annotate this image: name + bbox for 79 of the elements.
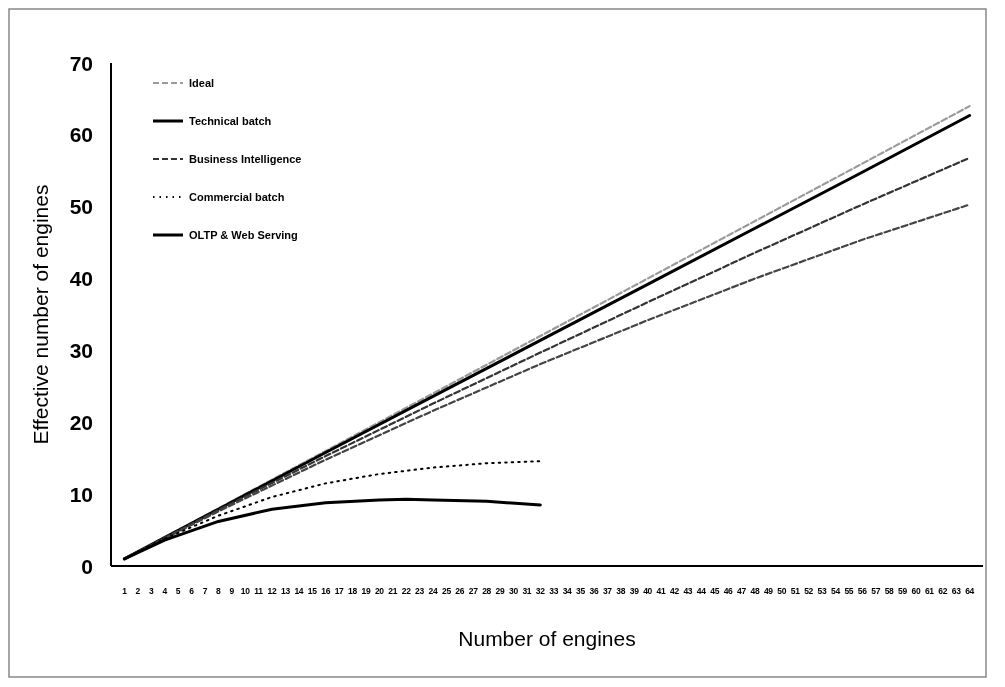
y-tick-label: 0 (81, 554, 93, 578)
x-tick-label: 35 (576, 586, 586, 596)
x-tick-label: 19 (361, 586, 371, 596)
x-tick-label: 8 (216, 586, 222, 596)
x-tick-label: 60 (911, 586, 921, 596)
y-axis-title: Effective number of engines (29, 184, 52, 445)
x-tick-label: 51 (790, 586, 801, 596)
y-tick-label: 10 (69, 482, 93, 506)
x-tick-label: 54 (831, 586, 841, 596)
x-tick-label: 3 (149, 586, 155, 596)
x-tick-label: 13 (280, 586, 291, 596)
x-tick-label: 12 (267, 586, 277, 596)
x-tick-label: 5 (175, 586, 181, 596)
legend-label: Ideal (189, 77, 215, 89)
y-tick-label: 20 (69, 410, 93, 434)
x-tick-label: 57 (871, 586, 881, 596)
x-tick-label: 38 (616, 586, 626, 596)
x-tick-label: 25 (441, 586, 452, 596)
x-tick-label: 15 (307, 586, 318, 596)
x-tick-label: 31 (522, 586, 532, 596)
x-tick-label: 41 (656, 586, 667, 596)
x-tick-label: 42 (670, 586, 680, 596)
x-tick-label: 63 (951, 586, 962, 596)
x-tick-label: 55 (844, 586, 854, 596)
y-tick-label: 30 (69, 338, 93, 362)
legend-label: Business Intelligence (189, 153, 302, 165)
x-tick-label: 20 (374, 586, 385, 596)
x-tick-label: 21 (388, 586, 398, 596)
x-tick-label: 2 (135, 586, 141, 596)
x-tick-label: 7 (202, 586, 208, 596)
x-tick-label: 45 (710, 586, 720, 596)
y-tick-label: 60 (69, 123, 93, 147)
x-tick-label: 53 (817, 586, 828, 596)
x-tick-label: 49 (763, 586, 774, 596)
x-tick-label: 40 (643, 586, 653, 596)
x-tick-label: 56 (857, 586, 868, 596)
x-tick-label: 26 (455, 586, 465, 596)
x-tick-label: 18 (348, 586, 358, 596)
legend-label: Commercial batch (189, 191, 285, 203)
x-tick-label: 52 (804, 586, 814, 596)
x-tick-label: 32 (535, 586, 546, 596)
x-tick-label: 24 (428, 586, 438, 596)
x-tick-label: 50 (777, 586, 787, 596)
x-axis-title: Number of engines (458, 627, 636, 650)
x-tick-label: 39 (629, 586, 640, 596)
x-tick-label: 33 (549, 586, 559, 596)
x-tick-label: 17 (334, 586, 345, 596)
x-tick-label: 44 (696, 586, 707, 596)
x-tick-label: 23 (415, 586, 425, 596)
x-tick-label: 61 (924, 586, 935, 596)
y-tick-label: 50 (69, 195, 93, 219)
x-tick-label: 30 (509, 586, 519, 596)
x-tick-label: 58 (884, 586, 895, 596)
x-tick-label: 4 (162, 586, 168, 596)
x-tick-label: 9 (229, 586, 235, 596)
x-tick-label: 43 (683, 586, 693, 596)
x-tick-label: 64 (965, 586, 975, 596)
x-tick-label: 46 (723, 586, 734, 596)
legend-label: Technical batch (189, 115, 272, 127)
x-tick-label: 62 (938, 586, 948, 596)
x-tick-label: 22 (401, 586, 412, 596)
y-tick-label: 40 (69, 267, 93, 291)
y-tick-label: 70 (69, 51, 93, 75)
x-tick-label: 28 (482, 586, 492, 596)
x-tick-label: 29 (495, 586, 506, 596)
legend-label: OLTP & Web Serving (189, 229, 298, 241)
x-tick-label: 1 (122, 586, 128, 596)
x-tick-label: 37 (602, 586, 613, 596)
x-tick-label: 59 (898, 586, 908, 596)
x-tick-label: 47 (737, 586, 747, 596)
x-tick-label: 36 (589, 586, 599, 596)
x-tick-label: 14 (294, 586, 304, 596)
x-tick-label: 16 (321, 586, 331, 596)
x-tick-label: 27 (468, 586, 479, 596)
x-tick-label: 6 (189, 586, 195, 596)
x-tick-label: 48 (750, 586, 760, 596)
x-tick-label: 11 (254, 586, 264, 596)
x-tick-label: 34 (562, 586, 573, 596)
x-tick-label: 10 (240, 586, 251, 596)
